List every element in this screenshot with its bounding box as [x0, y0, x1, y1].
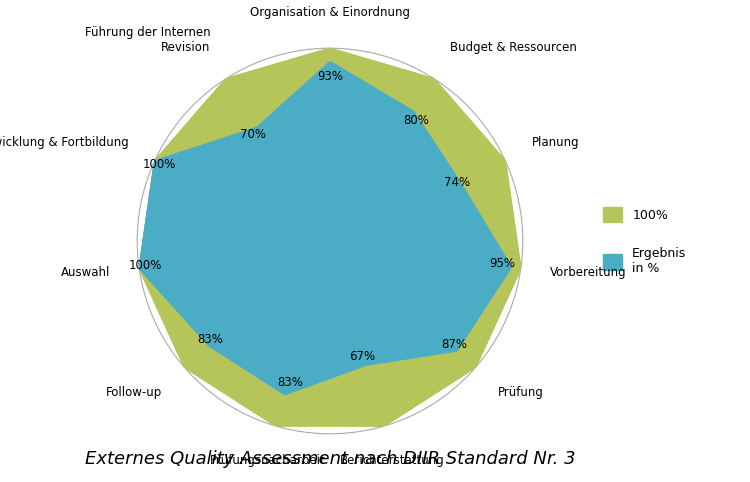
- Text: Prüfungsnacharbeit: Prüfungsnacharbeit: [210, 454, 326, 467]
- Text: Auswahl: Auswahl: [62, 266, 110, 279]
- Text: Prüfung: Prüfung: [497, 386, 544, 399]
- Text: 93%: 93%: [317, 70, 343, 83]
- Text: 87%: 87%: [442, 338, 467, 351]
- Polygon shape: [140, 62, 512, 395]
- Text: 83%: 83%: [198, 333, 223, 346]
- Text: 95%: 95%: [490, 257, 515, 270]
- Text: Berichterstattung: Berichterstattung: [340, 454, 445, 467]
- Text: 67%: 67%: [349, 350, 375, 363]
- Polygon shape: [140, 48, 520, 426]
- Text: Follow-up: Follow-up: [106, 386, 163, 399]
- Text: 74%: 74%: [444, 176, 470, 189]
- Text: 83%: 83%: [278, 376, 303, 389]
- Text: Organisation & Einordnung: Organisation & Einordnung: [250, 6, 410, 19]
- Text: Vorbereitung: Vorbereitung: [550, 266, 626, 279]
- Text: Externes Quality Assessment nach DIIR Standard Nr. 3: Externes Quality Assessment nach DIIR St…: [85, 450, 575, 468]
- Text: Führung der Internen
Revision: Führung der Internen Revision: [85, 27, 210, 54]
- Text: Entwicklung & Fortbildung: Entwicklung & Fortbildung: [0, 136, 128, 149]
- Text: 70%: 70%: [240, 128, 266, 141]
- Text: Planung: Planung: [532, 136, 579, 149]
- Text: 80%: 80%: [404, 114, 429, 127]
- Text: 100%: 100%: [142, 158, 176, 171]
- Text: 100%: 100%: [129, 259, 162, 272]
- Text: Budget & Ressourcen: Budget & Ressourcen: [450, 41, 577, 54]
- Legend: 100%, Ergebnis
in %: 100%, Ergebnis in %: [598, 202, 692, 280]
